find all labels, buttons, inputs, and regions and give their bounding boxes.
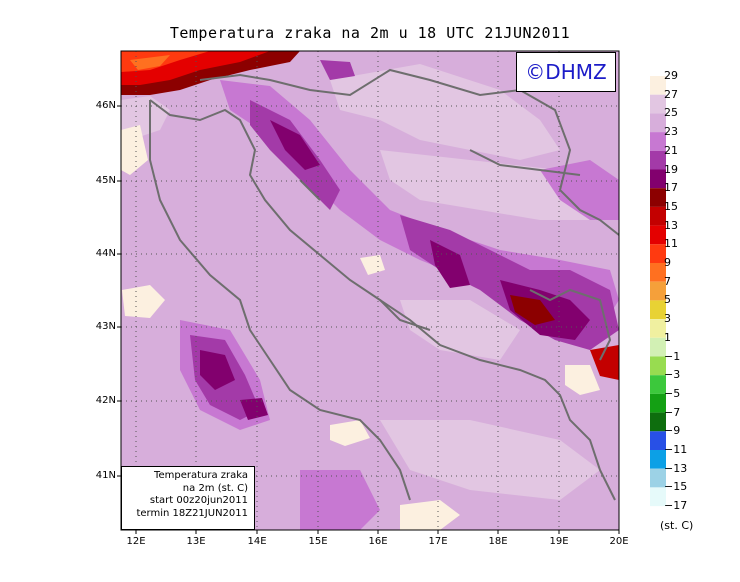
map-frame bbox=[120, 50, 620, 531]
colorbar-label: 25 bbox=[664, 106, 678, 120]
colorbar-swatch bbox=[650, 468, 666, 488]
colorbar-swatch bbox=[650, 375, 666, 394]
colorbar-swatch bbox=[650, 337, 666, 357]
colorbar-label: −11 bbox=[664, 443, 688, 456]
lat-label: 45N bbox=[95, 175, 116, 186]
logo-text: ©DHMZ bbox=[525, 60, 607, 84]
colorbar-label: −3 bbox=[664, 368, 681, 382]
colorbar-label: 1 bbox=[664, 330, 671, 344]
lat-label: 46N bbox=[95, 100, 116, 111]
lon-label: 12E bbox=[126, 536, 146, 547]
info-line-2: na 2m (st. C) bbox=[182, 482, 248, 494]
colorbar-label: 7 bbox=[664, 274, 671, 288]
colorbar-swatch bbox=[650, 281, 666, 301]
legend-info-box: Temperatura zraka na 2m (st. C) start 00… bbox=[121, 466, 255, 530]
coastline bbox=[149, 68, 619, 501]
lon-label: 18E bbox=[488, 536, 508, 547]
colorbar-swatch bbox=[650, 319, 666, 338]
colorbar-swatch bbox=[650, 487, 666, 507]
colorbar-swatch bbox=[650, 300, 666, 320]
lon-label: 16E bbox=[368, 536, 388, 547]
colorbar bbox=[650, 76, 666, 507]
colorbar-label: 23 bbox=[664, 125, 678, 139]
colorbar-label: 17 bbox=[664, 181, 678, 195]
colorbar-label: 27 bbox=[664, 87, 678, 101]
axis-ticks bbox=[117, 105, 620, 534]
temperature-field bbox=[121, 51, 619, 530]
colorbar-swatch bbox=[650, 225, 666, 245]
lat-label: 41N bbox=[95, 470, 116, 481]
colorbar-label: −17 bbox=[664, 499, 688, 513]
colorbar-swatch bbox=[650, 206, 666, 226]
lat-label: 43N bbox=[95, 321, 116, 332]
lon-label: 19E bbox=[549, 536, 569, 547]
colorbar-unit: (st. C) bbox=[660, 519, 694, 532]
colorbar-swatch bbox=[650, 431, 666, 450]
dhmz-logo: ©DHMZ bbox=[516, 52, 616, 92]
colorbar-label: 11 bbox=[664, 237, 678, 251]
map-title: Temperatura zraka na 2m u 18 UTC 21JUN20… bbox=[169, 24, 571, 42]
lat-label: 42N bbox=[95, 395, 116, 406]
colorbar-label: −13 bbox=[664, 461, 688, 475]
colorbar-swatch bbox=[650, 94, 666, 114]
colorbar-label: −7 bbox=[664, 405, 681, 419]
info-line-4: termin 18Z21JUN2011 bbox=[136, 507, 248, 519]
colorbar-swatch bbox=[650, 244, 666, 263]
colorbar-label: 29 bbox=[664, 69, 678, 82]
colorbar-label: 3 bbox=[664, 312, 671, 326]
colorbar-swatch bbox=[650, 132, 666, 151]
lon-label: 20E bbox=[609, 536, 629, 547]
colorbar-label: 13 bbox=[664, 218, 678, 232]
colorbar-swatch bbox=[650, 188, 666, 207]
colorbar-label: 15 bbox=[664, 199, 678, 213]
colorbar-label: 21 bbox=[664, 143, 678, 157]
colorbar-swatch bbox=[650, 76, 666, 95]
info-line-3: start 00z20jun2011 bbox=[149, 495, 248, 506]
colorbar-swatch bbox=[650, 150, 666, 170]
colorbar-label: −5 bbox=[664, 386, 681, 400]
colorbar-swatch bbox=[650, 169, 666, 189]
lat-label: 44N bbox=[95, 248, 116, 259]
colorbar-swatch bbox=[650, 450, 666, 469]
lon-label: 17E bbox=[428, 536, 448, 547]
lon-label: 13E bbox=[186, 536, 206, 547]
colorbar-swatch bbox=[650, 113, 666, 133]
colorbar-label: 9 bbox=[664, 256, 671, 269]
colorbar-label: 19 bbox=[664, 162, 678, 176]
colorbar-swatch bbox=[650, 393, 666, 413]
colorbar-label: −1 bbox=[664, 349, 681, 363]
lat-lon-grid bbox=[121, 51, 619, 530]
colorbar-label: −15 bbox=[664, 480, 688, 494]
lon-label: 14E bbox=[247, 536, 267, 547]
colorbar-swatch bbox=[650, 356, 666, 376]
colorbar-swatch bbox=[650, 412, 666, 432]
lon-label: 15E bbox=[308, 536, 328, 547]
info-line-1: Temperatura zraka bbox=[154, 470, 248, 481]
colorbar-label: 5 bbox=[664, 293, 671, 307]
colorbar-label: −9 bbox=[664, 424, 681, 438]
colorbar-swatch bbox=[650, 263, 666, 282]
